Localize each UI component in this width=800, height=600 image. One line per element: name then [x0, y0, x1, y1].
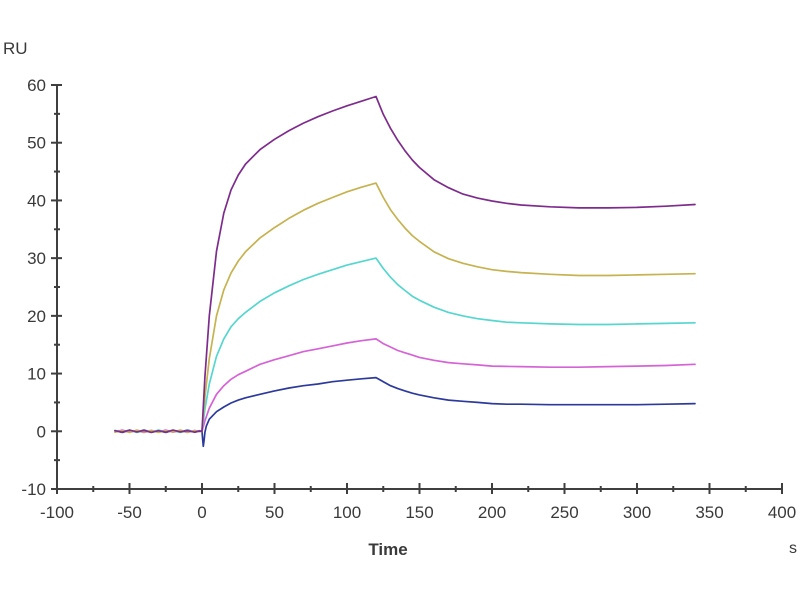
y-tick-label: 10 — [27, 365, 46, 384]
x-tick-label: 350 — [695, 503, 723, 522]
y-tick-label: -10 — [21, 480, 46, 499]
axes: -100 -50 0 50 100 150 200 250 300 350 400-10010203… — [21, 76, 796, 522]
x-axis-unit: s — [789, 540, 797, 557]
curve-series-1-highest — [114, 95, 696, 434]
x-tick-label: 100 — [333, 503, 361, 522]
x-tick-label: 250 — [550, 503, 578, 522]
x-tick-label: 200 — [478, 503, 506, 522]
x-tick-label: -50 — [117, 503, 142, 522]
x-tick-label: 50 — [265, 503, 284, 522]
x-tick-label: 400 — [768, 503, 796, 522]
y-tick-label: 30 — [27, 249, 46, 268]
curve-series-2 — [114, 182, 696, 434]
x-tick-label: 150 — [405, 503, 433, 522]
curves — [114, 95, 696, 448]
curve-series-3 — [114, 257, 696, 434]
y-tick-label: 40 — [27, 191, 46, 210]
y-axis-title: RU — [3, 39, 28, 58]
curve-series-5-lowest — [114, 376, 696, 448]
y-tick-label: 60 — [27, 76, 46, 95]
x-axis-title: Time — [368, 540, 407, 559]
x-tick-label: 300 — [623, 503, 651, 522]
y-tick-label: 0 — [37, 422, 46, 441]
y-tick-label: 20 — [27, 307, 46, 326]
y-tick-label: 50 — [27, 134, 46, 153]
x-tick-label: 0 — [197, 503, 206, 522]
x-tick-label: -100 — [40, 503, 74, 522]
